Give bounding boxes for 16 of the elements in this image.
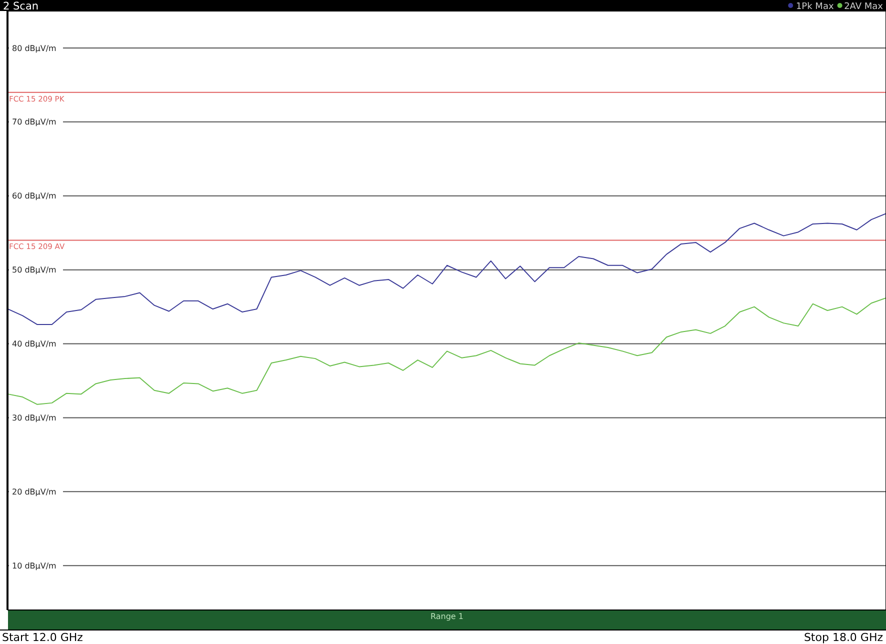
text: Range 1 — [430, 612, 464, 621]
chart-title: 2 Scan — [3, 0, 39, 12]
legend-label: 1Pk Max — [796, 2, 834, 12]
y-tick-label: 50 dBµV/m — [12, 266, 57, 275]
y-tick-label: 20 dBµV/m — [12, 487, 57, 496]
text: Stop 18.0 GHz — [804, 631, 884, 644]
y-tick-label: 60 dBµV/m — [12, 192, 57, 201]
y-tick-label: 10 dBµV/m — [12, 561, 57, 570]
y-tick-label: 80 dBµV/m — [12, 44, 57, 53]
y-tick-label: 30 dBµV/m — [12, 414, 57, 423]
legend-label: 2AV Max — [844, 2, 884, 12]
text: Start 12.0 GHz — [2, 631, 84, 644]
y-tick-label: 70 dBµV/m — [12, 118, 57, 127]
line-series — [8, 213, 886, 326]
line-series — [8, 297, 886, 405]
y-tick-label: 40 dBµV/m — [12, 340, 57, 349]
